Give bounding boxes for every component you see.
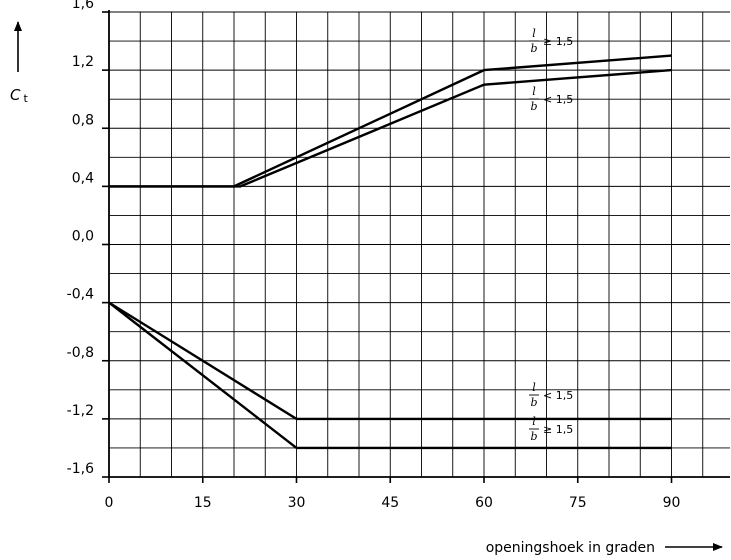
- x-tick-labels: 0 15 30 45 60 75 90: [105, 477, 681, 511]
- condition-text: < 1,5: [543, 93, 573, 106]
- series-label-3: lb < 1,5: [529, 381, 573, 409]
- fraction-numerator: l: [532, 415, 536, 428]
- series-line-2: [109, 68, 672, 188]
- y-tick-label: -1,2: [67, 403, 94, 419]
- fraction-denominator: b: [530, 42, 537, 55]
- series-label-4: lb ≥ 1,5: [529, 415, 573, 443]
- y-tick-label: 0,4: [72, 170, 94, 186]
- y-tick-label: -0,4: [67, 287, 94, 303]
- y-tick-labels: 1,6 1,2 0,8 0,4 0,0 -0,4 -0,8 -1,2 -1,6: [67, 0, 109, 478]
- fraction-denominator: b: [530, 100, 537, 113]
- x-tick-label: 30: [288, 495, 306, 511]
- fraction-numerator: l: [532, 85, 536, 98]
- condition-text: < 1,5: [543, 389, 573, 402]
- series-lines: [108, 54, 672, 450]
- x-tick-label: 90: [663, 495, 681, 511]
- series-line-3: [108, 301, 672, 421]
- y-tick-label: -0,8: [67, 345, 94, 361]
- fraction-denominator: b: [530, 396, 537, 409]
- series-labels: lb≥ 1,5lb< 1,5lb< 1,5lb≥ 1,5: [529, 27, 573, 443]
- grid: [109, 11, 730, 477]
- fraction-numerator: l: [532, 381, 536, 394]
- axes: [108, 10, 730, 478]
- y-tick-label: 1,6: [72, 0, 94, 12]
- x-tick-label: 0: [105, 495, 114, 511]
- y-tick-label: 1,2: [72, 54, 94, 70]
- y-tick-label: 0,0: [72, 229, 94, 245]
- x-tick-label: 75: [569, 495, 587, 511]
- x-tick-label: 45: [381, 495, 399, 511]
- x-tick-label: 60: [475, 495, 493, 511]
- series-line-4: [108, 301, 672, 450]
- y-tick-label: 0,8: [72, 112, 94, 128]
- series-label-2: lb < 1,5: [529, 85, 573, 113]
- condition-text: ≥ 1,5: [543, 423, 573, 436]
- fraction-denominator: b: [530, 430, 537, 443]
- fraction-numerator: l: [532, 27, 536, 40]
- y-tick-label: -1,6: [67, 461, 94, 477]
- series-label-1: lb ≥ 1,5: [529, 27, 573, 55]
- x-axis-label: openingshoek in graden: [486, 540, 655, 556]
- condition-text: ≥ 1,5: [543, 35, 573, 48]
- x-tick-label: 15: [194, 495, 212, 511]
